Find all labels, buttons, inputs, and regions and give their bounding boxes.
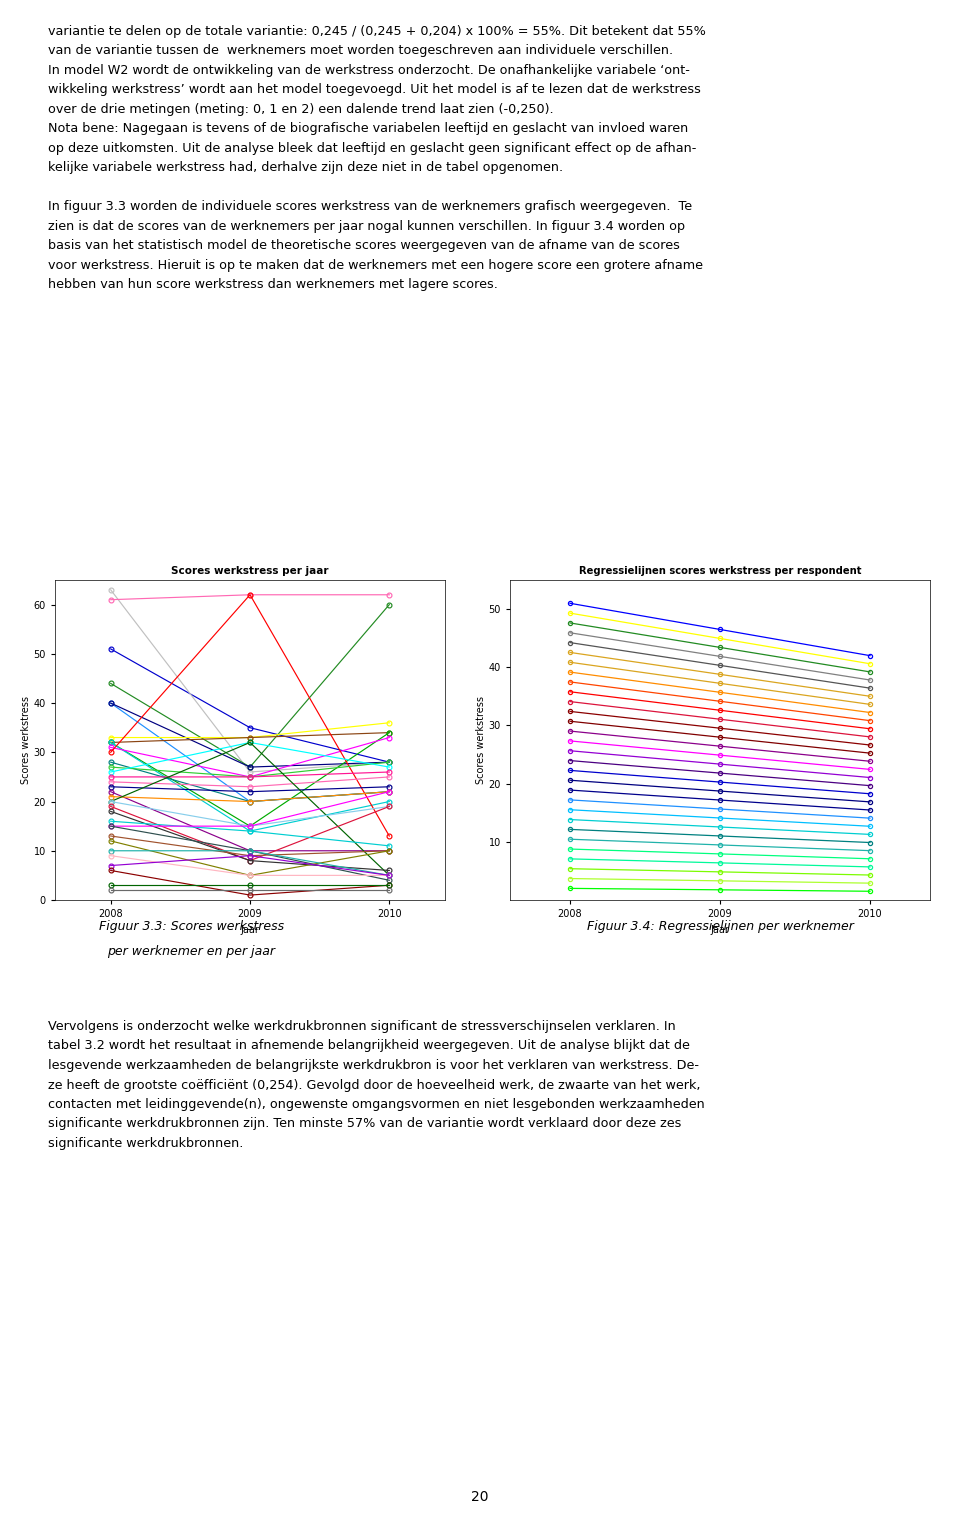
Text: op deze uitkomsten. Uit de analyse bleek dat leeftijd en geslacht geen significa: op deze uitkomsten. Uit de analyse bleek… [48, 141, 696, 155]
Text: voor werkstress. Hieruit is op te maken dat de werknemers met een hogere score e: voor werkstress. Hieruit is op te maken … [48, 258, 703, 272]
Text: In model W2 wordt de ontwikkeling van de werkstress onderzocht. De onafhankelijk: In model W2 wordt de ontwikkeling van de… [48, 63, 690, 77]
Text: wikkeling werkstress’ wordt aan het model toegevoegd. Uit het model is af te lez: wikkeling werkstress’ wordt aan het mode… [48, 83, 701, 97]
Text: contacten met leidinggevende(n), ongewenste omgangsvormen en niet lesgebonden we: contacten met leidinggevende(n), ongewen… [48, 1098, 705, 1111]
Text: significante werkdrukbronnen zijn. Ten minste 57% van de variantie wordt verklaa: significante werkdrukbronnen zijn. Ten m… [48, 1117, 682, 1130]
Text: zien is dat de scores van de werknemers per jaar nogal kunnen verschillen. In fi: zien is dat de scores van de werknemers … [48, 220, 685, 233]
Text: van de variantie tussen de  werknemers moet worden toegeschreven aan individuele: van de variantie tussen de werknemers mo… [48, 45, 673, 57]
Text: per werknemer en per jaar: per werknemer en per jaar [108, 946, 276, 958]
X-axis label: Jaar: Jaar [241, 924, 259, 935]
Text: hebben van hun score werkstress dan werknemers met lagere scores.: hebben van hun score werkstress dan werk… [48, 278, 498, 292]
Text: 20: 20 [471, 1490, 489, 1504]
Y-axis label: Scores werkstress: Scores werkstress [21, 695, 31, 784]
Text: ze heeft de grootste coëfficiënt (0,254). Gevolgd door de hoeveelheid werk, de z: ze heeft de grootste coëfficiënt (0,254)… [48, 1079, 701, 1091]
Text: over de drie metingen (meting: 0, 1 en 2) een dalende trend laat zien (-0,250).: over de drie metingen (meting: 0, 1 en 2… [48, 103, 554, 115]
Text: tabel 3.2 wordt het resultaat in afnemende belangrijkheid weergegeven. Uit de an: tabel 3.2 wordt het resultaat in afnemen… [48, 1039, 690, 1053]
Text: kelijke variabele werkstress had, derhalve zijn deze niet in de tabel opgenomen.: kelijke variabele werkstress had, derhal… [48, 161, 564, 173]
Text: variantie te delen op de totale variantie: 0,245 / (0,245 + 0,204) x 100% = 55%.: variantie te delen op de totale varianti… [48, 25, 706, 37]
Text: Figuur 3.4: Regressielijnen per werknemer: Figuur 3.4: Regressielijnen per werkneme… [587, 919, 853, 933]
Y-axis label: Scores werkstress: Scores werkstress [476, 695, 486, 784]
Title: Regressielijnen scores werkstress per respondent: Regressielijnen scores werkstress per re… [579, 566, 861, 577]
Text: In figuur 3.3 worden de individuele scores werkstress van de werknemers grafisch: In figuur 3.3 worden de individuele scor… [48, 200, 692, 213]
Text: Vervolgens is onderzocht welke werkdrukbronnen significant de stressverschijnsel: Vervolgens is onderzocht welke werkdrukb… [48, 1019, 676, 1033]
Title: Scores werkstress per jaar: Scores werkstress per jaar [171, 566, 328, 577]
Text: Nota bene: Nagegaan is tevens of de biografische variabelen leeftijd en geslacht: Nota bene: Nagegaan is tevens of de biog… [48, 123, 688, 135]
X-axis label: Jaar: Jaar [710, 924, 730, 935]
Text: lesgevende werkzaamheden de belangrijkste werkdrukbron is voor het verklaren van: lesgevende werkzaamheden de belangrijkst… [48, 1059, 699, 1071]
Text: Figuur 3.3: Scores werkstress: Figuur 3.3: Scores werkstress [99, 919, 284, 933]
Text: basis van het statistisch model de theoretische scores weergegeven van de afname: basis van het statistisch model de theor… [48, 239, 680, 252]
Text: significante werkdrukbronnen.: significante werkdrukbronnen. [48, 1137, 244, 1150]
